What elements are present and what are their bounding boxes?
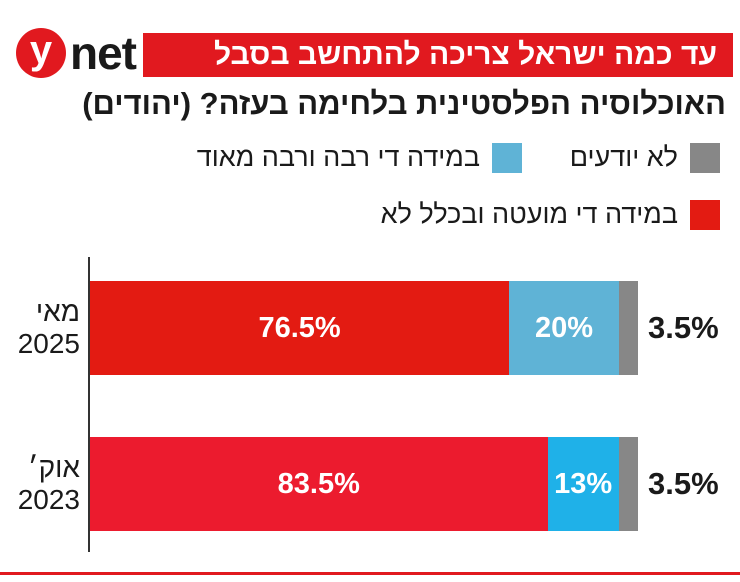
- data-label-much: 20%: [534, 311, 594, 344]
- chart-title: עד כמה ישראל צריכה להתחשב בסבל: [143, 33, 733, 77]
- legend-label-dont-know: לא יודעים: [569, 142, 678, 172]
- bar-segment-dont-know: [618, 437, 638, 531]
- data-label-little-or-not: 76.5%: [258, 311, 341, 344]
- logo-word: net: [70, 27, 137, 79]
- footer-rule: [0, 572, 740, 575]
- data-label-little-or-not: 83.5%: [277, 467, 360, 500]
- data-label-dont-know: 3.5%: [648, 466, 719, 501]
- bar-segment-little-or-not: 83.5%: [90, 437, 548, 531]
- bar-segment-dont-know: [618, 281, 638, 375]
- category-axis-line: [88, 257, 90, 552]
- legend-item-little-or-not: במידה די מועטה ובכלל לא: [381, 199, 720, 230]
- category-year-label: 2025: [17, 328, 80, 359]
- bar-segment-much: 20%: [509, 281, 619, 375]
- category-label: אוק׳ 2023: [0, 452, 80, 516]
- legend-label-little-or-not: במידה די מועטה ובכלל לא: [380, 199, 678, 229]
- bar-segment-much: 13%: [547, 437, 619, 531]
- category-month-label: אוק׳: [27, 452, 80, 483]
- legend-label-much: במידה די רבה ורבה מאוד: [196, 142, 480, 172]
- legend-swatch-much: [492, 142, 522, 173]
- data-label-much: 13%: [554, 467, 613, 500]
- chart-subtitle: האוכלוסיה הפלסטינית בלחימה בעזה? (יהודים…: [82, 86, 726, 121]
- bar-segment-little-or-not: 76.5%: [90, 281, 510, 375]
- legend-swatch-dont-know: [690, 142, 720, 173]
- logo-circle: y: [16, 28, 66, 78]
- legend-item-much: במידה די רבה ורבה מאוד: [197, 142, 522, 173]
- category-year-label: 2023: [17, 484, 80, 515]
- legend-swatch-little-or-not: [690, 199, 720, 230]
- legend-item-dont-know: לא יודעים: [570, 142, 720, 173]
- stacked-bar: 76.5% 20%: [90, 281, 638, 375]
- category-label: מאי 2025: [0, 296, 80, 360]
- category-month-label: מאי: [35, 296, 80, 327]
- stacked-bar: 83.5% 13%: [90, 437, 638, 531]
- data-label-dont-know: 3.5%: [648, 310, 719, 345]
